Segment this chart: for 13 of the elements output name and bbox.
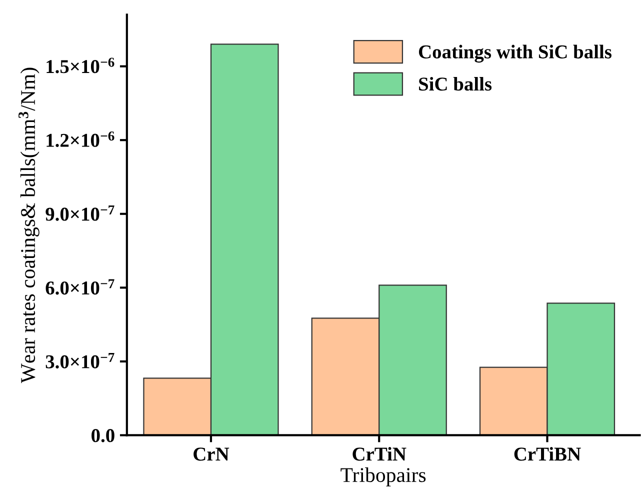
legend-label: Coatings with SiC balls (418, 44, 612, 63)
x-axis-title: Tribopairs (340, 467, 426, 486)
x-tick-label: CrN (194, 448, 230, 461)
y-tick-label: 3.0×10$^{−7}$ (46, 353, 114, 368)
y-axis-title: Wear rates coatings& balls(mm$^{3}$/Nm) (18, 68, 40, 384)
x-tick-label: CrTiBN (514, 447, 581, 461)
x-tick-label: CrTiN (352, 447, 406, 461)
legend-label: SiC balls (419, 76, 492, 91)
y-tick-label: 9.0×10$^{−7}$ (46, 205, 114, 221)
y-tick-label: 1.5×10$^{−6}$ (46, 58, 114, 74)
y-tick-label: 6.0×10$^{−7}$ (46, 279, 114, 295)
y-tick-label: 0.0 (92, 429, 114, 442)
y-tick-label: 1.2×10$^{−6}$ (46, 131, 114, 148)
